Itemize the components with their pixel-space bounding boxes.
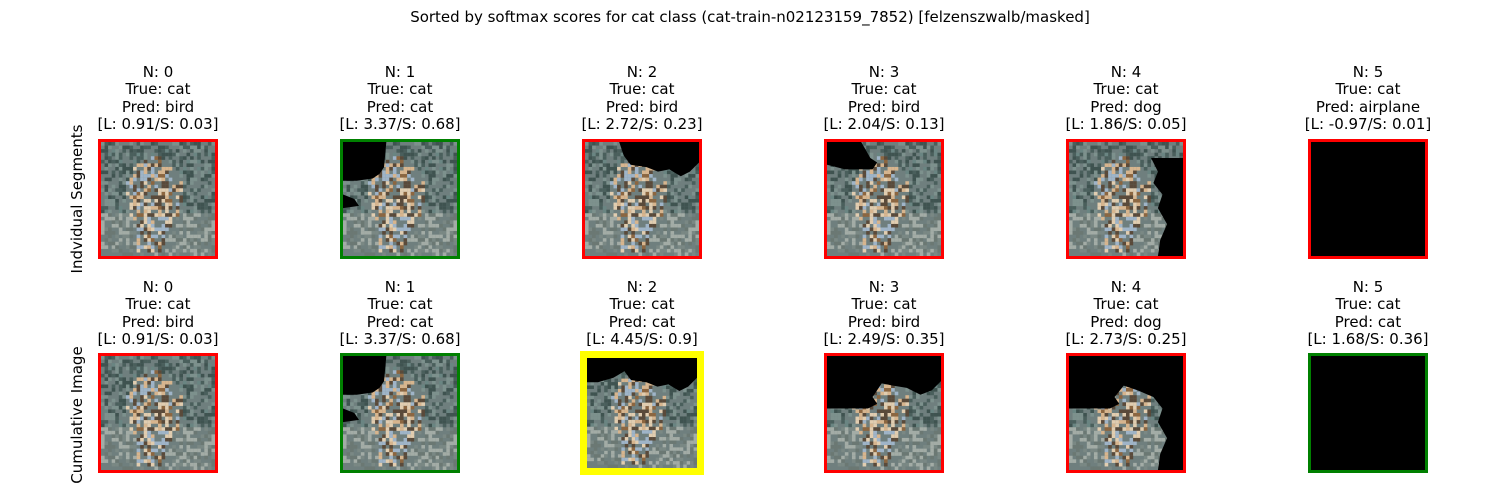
segment-thumbnail	[340, 139, 460, 259]
cell-score-label: [L: 2.72/S: 0.23]	[557, 116, 727, 133]
cell-true-label: True: cat	[799, 296, 969, 313]
segment-thumbnail	[340, 353, 460, 473]
cell-pred-label: Pred: dog	[1041, 99, 1211, 116]
cell-title-block: N: 2 True: cat Pred: cat [L: 4.45/S: 0.9]	[557, 279, 727, 348]
tiger-image	[827, 142, 941, 256]
cell-true-label: True: cat	[557, 81, 727, 98]
cell-true-label: True: cat	[1283, 81, 1453, 98]
cell-n-label: N: 5	[1283, 279, 1453, 296]
segment-thumbnail	[98, 139, 218, 259]
cell-true-label: True: cat	[799, 81, 969, 98]
cell-pred-label: Pred: dog	[1041, 314, 1211, 331]
tiger-image	[101, 142, 215, 256]
cell-pred-label: Pred: bird	[557, 99, 727, 116]
tiger-image	[1069, 356, 1183, 470]
cell-n-label: N: 0	[73, 64, 243, 81]
cell-true-label: True: cat	[1283, 296, 1453, 313]
cell-true-label: True: cat	[1041, 81, 1211, 98]
cell-pred-label: Pred: bird	[799, 314, 969, 331]
cell-title-block: N: 5 True: cat Pred: cat [L: 1.68/S: 0.36]	[1283, 279, 1453, 348]
row-label-individual: Indvidual Segments	[68, 119, 86, 279]
cell-score-label: [L: 2.73/S: 0.25]	[1041, 331, 1211, 348]
cell-n-label: N: 1	[315, 279, 485, 296]
tiger-image	[585, 142, 699, 256]
cell-title-block: N: 4 True: cat Pred: dog [L: 1.86/S: 0.05]	[1041, 64, 1211, 133]
mask-region	[1311, 356, 1425, 470]
cell-n-label: N: 1	[315, 64, 485, 81]
cell-score-label: [L: 2.04/S: 0.13]	[799, 116, 969, 133]
cell-pred-label: Pred: bird	[73, 314, 243, 331]
cell-n-label: N: 3	[799, 64, 969, 81]
cell-score-label: [L: 4.45/S: 0.9]	[557, 331, 727, 348]
tiger-image	[1069, 142, 1183, 256]
cell-title-block: N: 3 True: cat Pred: bird [L: 2.04/S: 0.13]	[799, 64, 969, 133]
cell-true-label: True: cat	[557, 296, 727, 313]
cell-n-label: N: 2	[557, 64, 727, 81]
cell-score-label: [L: 3.37/S: 0.68]	[315, 331, 485, 348]
cell-pred-label: Pred: airplane	[1283, 99, 1453, 116]
cell-title-block: N: 0 True: cat Pred: bird [L: 0.91/S: 0.03]	[73, 64, 243, 133]
cell-n-label: N: 0	[73, 279, 243, 296]
tiger-image	[343, 356, 457, 470]
tiger-image	[827, 356, 941, 470]
cell-score-label: [L: 1.68/S: 0.36]	[1283, 331, 1453, 348]
cell-score-label: [L: 0.91/S: 0.03]	[73, 116, 243, 133]
cell-true-label: True: cat	[73, 296, 243, 313]
cell-pred-label: Pred: cat	[557, 314, 727, 331]
cell-score-label: [L: 2.49/S: 0.35]	[799, 331, 969, 348]
cell-score-label: [L: 3.37/S: 0.68]	[315, 116, 485, 133]
cell-title-block: N: 2 True: cat Pred: bird [L: 2.72/S: 0.23]	[557, 64, 727, 133]
cell-pred-label: Pred: cat	[1283, 314, 1453, 331]
segment-thumbnail	[98, 353, 218, 473]
tiger-image	[587, 358, 697, 468]
segment-thumbnail	[1308, 139, 1428, 259]
segment-thumbnail	[824, 353, 944, 473]
tiger-image	[1311, 356, 1425, 470]
segment-thumbnail	[580, 351, 704, 475]
cell-title-block: N: 0 True: cat Pred: bird [L: 0.91/S: 0.03]	[73, 279, 243, 348]
cell-pred-label: Pred: bird	[73, 99, 243, 116]
figure-suptitle: Sorted by softmax scores for cat class (…	[0, 8, 1500, 26]
cell-n-label: N: 4	[1041, 279, 1211, 296]
cell-true-label: True: cat	[315, 81, 485, 98]
cell-true-label: True: cat	[315, 296, 485, 313]
cell-n-label: N: 3	[799, 279, 969, 296]
segment-thumbnail	[824, 139, 944, 259]
cell-n-label: N: 4	[1041, 64, 1211, 81]
cell-n-label: N: 2	[557, 279, 727, 296]
cell-score-label: [L: -0.97/S: 0.01]	[1283, 116, 1453, 133]
segment-thumbnail	[582, 139, 702, 259]
segment-thumbnail	[1066, 139, 1186, 259]
cell-pred-label: Pred: cat	[315, 314, 485, 331]
tiger-image	[343, 142, 457, 256]
cell-score-label: [L: 1.86/S: 0.05]	[1041, 116, 1211, 133]
cell-title-block: N: 1 True: cat Pred: cat [L: 3.37/S: 0.68]	[315, 279, 485, 348]
mask-region	[1311, 142, 1425, 256]
cell-true-label: True: cat	[1041, 296, 1211, 313]
cell-title-block: N: 1 True: cat Pred: cat [L: 3.37/S: 0.68]	[315, 64, 485, 133]
cell-pred-label: Pred: bird	[799, 99, 969, 116]
cell-title-block: N: 4 True: cat Pred: dog [L: 2.73/S: 0.25]	[1041, 279, 1211, 348]
cell-n-label: N: 5	[1283, 64, 1453, 81]
cell-title-block: N: 5 True: cat Pred: airplane [L: -0.97/S: …	[1283, 64, 1453, 133]
cell-pred-label: Pred: cat	[315, 99, 485, 116]
cell-true-label: True: cat	[73, 81, 243, 98]
tiger-image	[101, 356, 215, 470]
segment-thumbnail	[1308, 353, 1428, 473]
segment-thumbnail	[1066, 353, 1186, 473]
tiger-image	[1311, 142, 1425, 256]
cell-title-block: N: 3 True: cat Pred: bird [L: 2.49/S: 0.35]	[799, 279, 969, 348]
row-label-cumulative: Cumulative Image	[68, 335, 86, 495]
cell-score-label: [L: 0.91/S: 0.03]	[73, 331, 243, 348]
